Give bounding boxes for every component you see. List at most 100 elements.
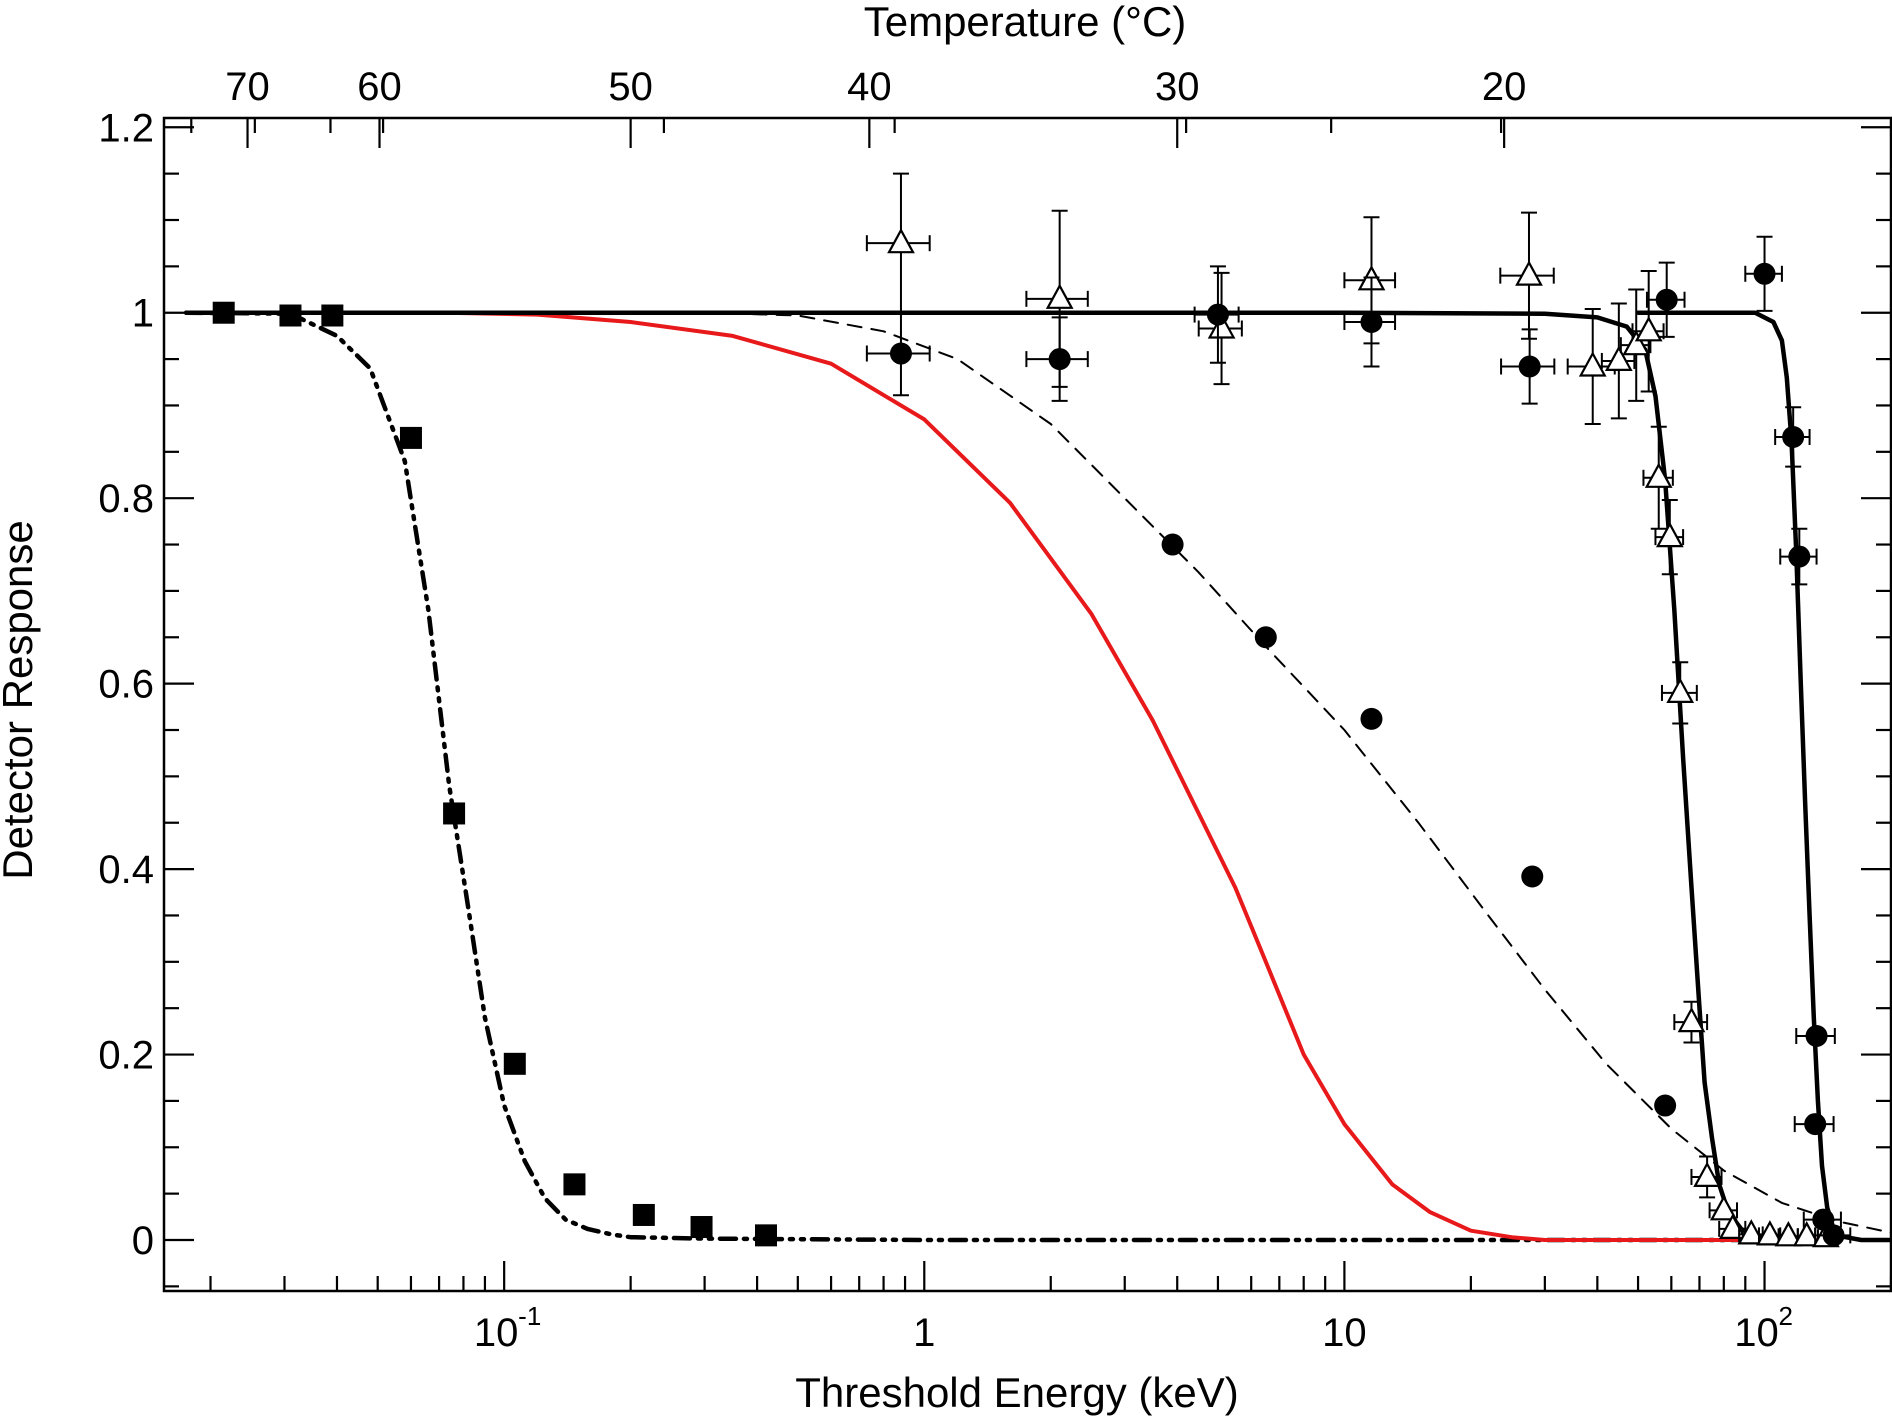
- circle-marker: [889, 342, 912, 365]
- square-marker: [399, 426, 422, 449]
- circle-marker: [1753, 262, 1776, 285]
- circle-marker: [1048, 348, 1071, 371]
- square-marker: [212, 301, 235, 324]
- triangles-point: [1660, 661, 1698, 725]
- circle-marker: [1812, 1208, 1835, 1231]
- circle-marker: [1254, 626, 1277, 649]
- circles-errorbars-point: [1744, 235, 1783, 312]
- triangle-marker: [887, 227, 915, 254]
- circle-marker: [1655, 288, 1678, 311]
- triangles-point: [1654, 499, 1685, 576]
- x-axis-title: Threshold Energy (keV): [795, 1369, 1239, 1416]
- squares-point: [632, 1203, 655, 1226]
- circles-errorbars-point: [1814, 1224, 1852, 1247]
- y-tick-label: 0.6: [98, 663, 154, 707]
- triangle-marker: [1207, 313, 1236, 339]
- circle-marker: [1518, 355, 1541, 378]
- y-tick-label: 0.4: [98, 848, 154, 892]
- x-tick-exponent: -1: [518, 1301, 541, 1331]
- plot-frame: [162, 116, 1892, 1293]
- triangle-marker: [1693, 1161, 1721, 1188]
- data-markers: [212, 172, 1852, 1248]
- top-axis-title: Temperature (°C): [864, 0, 1187, 45]
- dash-dot-dot-fit-curve: [183, 310, 1841, 1243]
- triangle-marker: [1737, 1219, 1766, 1245]
- circles-errorbars-point: [1343, 276, 1397, 368]
- x-tick-label: 10: [1322, 1311, 1367, 1355]
- squares-point: [321, 304, 344, 327]
- square-marker: [279, 304, 302, 327]
- circles-errorbars-point: [1500, 328, 1556, 405]
- y-tick-label: 0.2: [98, 1034, 154, 1078]
- triangles-point: [1566, 308, 1616, 425]
- triangles-point: [1600, 302, 1636, 420]
- triangles-point: [1197, 271, 1243, 386]
- triangle-marker: [1515, 260, 1543, 286]
- x-tick-base: 10: [1734, 1311, 1779, 1355]
- circles-dashed-point: [1521, 865, 1544, 888]
- top-tick-label: 50: [608, 65, 653, 109]
- triangles-point: [1690, 1155, 1723, 1199]
- squares-point: [279, 304, 302, 327]
- squares-point: [212, 301, 235, 324]
- circles-errorbars-point: [1774, 406, 1811, 468]
- squares-point: [563, 1173, 586, 1196]
- top-tick-label: 30: [1155, 65, 1200, 109]
- axes: 00.20.40.60.811.210 -1 1 10 10 270 60 50 40 30 20: [98, 65, 1892, 1355]
- circle-marker: [1360, 707, 1383, 730]
- triangle-marker: [1756, 1220, 1784, 1246]
- square-marker: [563, 1173, 586, 1196]
- circle-marker: [1788, 545, 1811, 568]
- circle-marker: [1804, 1113, 1827, 1136]
- x-tick-label: 1: [913, 1311, 935, 1355]
- square-marker: [321, 304, 344, 327]
- top-tick-label: 60: [357, 65, 402, 109]
- top-tick-label: 70: [225, 65, 270, 109]
- top-tick-label: 20: [1482, 65, 1527, 109]
- triangle-marker: [1774, 1221, 1803, 1247]
- solid-fit-2-curve: [1635, 310, 1892, 1243]
- circles-errorbars-point: [1025, 316, 1089, 402]
- triangles-point: [1708, 1195, 1739, 1221]
- y-axis-title: Detector Response: [0, 520, 41, 880]
- circle-marker: [1782, 425, 1805, 448]
- triangle-marker: [1666, 677, 1695, 704]
- square-marker: [632, 1203, 655, 1226]
- triangle-marker: [1644, 462, 1673, 488]
- triangles-point: [1499, 211, 1555, 340]
- circle-marker: [1360, 311, 1383, 333]
- triangle-marker: [1677, 1006, 1706, 1033]
- circle-marker: [1206, 303, 1229, 326]
- square-marker: [443, 802, 466, 825]
- triangle-marker: [1622, 329, 1651, 356]
- x-tick-label: 10 2: [1734, 1301, 1793, 1355]
- square-marker: [690, 1216, 713, 1239]
- triangles-point: [1673, 1000, 1709, 1044]
- circles-dashed-point: [1254, 626, 1277, 649]
- square-marker: [755, 1224, 778, 1247]
- circles-errorbars-point: [865, 310, 931, 397]
- circles-errorbars-point: [1793, 1113, 1835, 1136]
- triangles-point: [865, 172, 931, 314]
- triangle-marker: [1655, 521, 1684, 548]
- circles-errorbars-point: [1779, 527, 1818, 586]
- y-tick-label: 0: [132, 1219, 154, 1263]
- squares-point: [690, 1216, 713, 1239]
- dashed-fit-curve: [703, 311, 1892, 1234]
- circle-marker: [1654, 1094, 1677, 1117]
- squares-point: [443, 802, 466, 825]
- fit-curves: [183, 310, 1892, 1243]
- circle-marker: [1822, 1224, 1845, 1247]
- triangle-marker: [1578, 351, 1607, 377]
- triangle-marker: [1634, 316, 1663, 342]
- squares-point: [755, 1224, 778, 1247]
- y-tick-label: 1.2: [98, 106, 154, 150]
- circles-dashed-point: [1654, 1094, 1677, 1117]
- triangles-point: [1619, 288, 1652, 402]
- circles-errorbars-point: [1802, 1208, 1842, 1231]
- circles-errorbars-point: [1795, 1025, 1836, 1047]
- circles-errorbars-point: [1193, 265, 1240, 364]
- x-tick-base: 10: [1322, 1311, 1367, 1355]
- square-marker: [503, 1052, 526, 1075]
